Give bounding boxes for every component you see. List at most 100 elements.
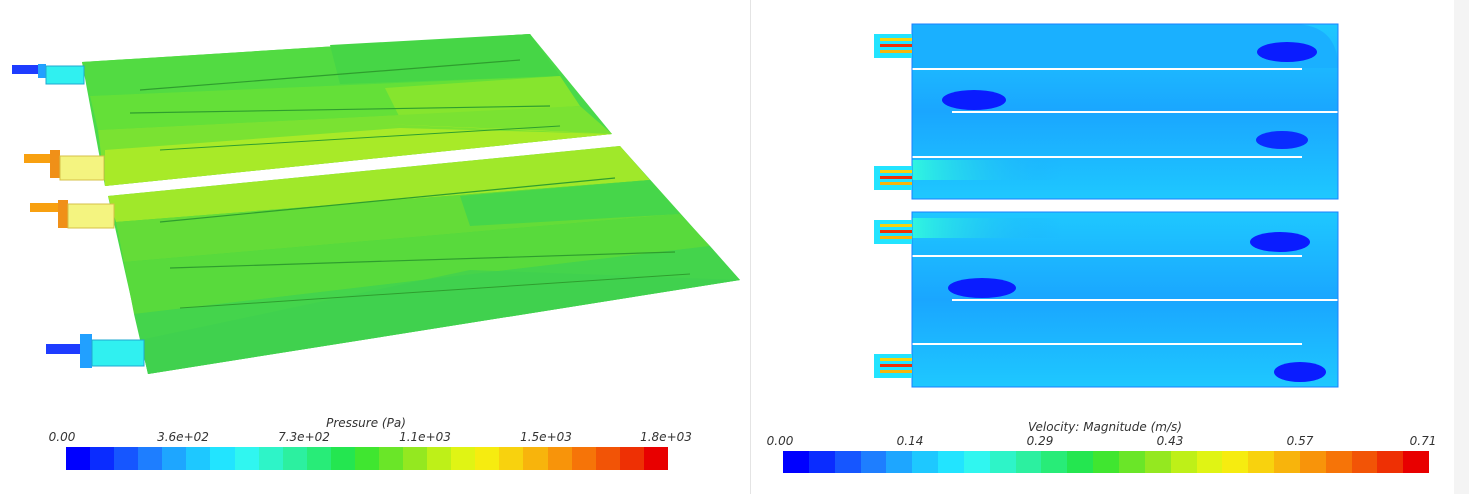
colorbar-swatch [234, 447, 259, 470]
colorbar-swatch [162, 447, 187, 470]
lower-plate-band [124, 214, 710, 314]
colorbar-swatch [330, 447, 355, 470]
colorbar-swatch [989, 451, 1016, 473]
colorbar-swatch [1118, 451, 1145, 473]
colorbar-swatch [138, 447, 163, 470]
upper-plate-band [380, 124, 612, 134]
upper-plate-band [105, 128, 612, 186]
colorbar-swatch [886, 451, 913, 473]
colorbar-swatch [912, 451, 939, 473]
domain-outline [911, 211, 1339, 388]
colorbar-swatch [1403, 451, 1430, 473]
colorbar-swatch [1067, 451, 1094, 473]
colorbar-tick: 3.6e+02 [157, 430, 209, 444]
colorbar-swatch [619, 447, 644, 470]
velocity-contour-render [874, 23, 1339, 388]
colorbar-swatch [547, 447, 572, 470]
colorbar-swatch [963, 451, 990, 473]
colorbar-tick: 0.00 [48, 430, 76, 444]
colorbar-tick: 0.57 [1286, 434, 1314, 448]
colorbar-swatch [834, 451, 861, 473]
colorbar-swatch [282, 447, 307, 470]
channel-wall [179, 273, 691, 309]
colorbar-swatch [1093, 451, 1119, 473]
colorbar-swatch [499, 447, 524, 470]
inlet-manifold-lower [30, 200, 115, 229]
colorbar-swatch [783, 451, 809, 473]
colorbar-swatch [1041, 451, 1068, 473]
velocity-panel: Velocity: Magnitude (m/s) 0.00 0.14 0.29… [752, 0, 1452, 494]
inlet-jet [912, 160, 1062, 180]
lower-plate-band [140, 270, 740, 374]
outlet-manifold-bottom [46, 334, 145, 368]
colorbar-swatch [1248, 451, 1275, 473]
channel-wall [169, 251, 676, 269]
channel-separator [912, 68, 1302, 70]
colorbar-swatch [938, 451, 964, 473]
colorbar-tick: 1.8e+03 [640, 430, 692, 444]
colorbar-swatch [1144, 451, 1171, 473]
colorbar-swatch [1377, 451, 1404, 473]
colorbar-swatch [523, 447, 548, 470]
outlet-manifold-top [12, 64, 85, 85]
panel-divider [750, 0, 751, 494]
recirculation-zone [1274, 362, 1326, 382]
colorbar-swatch [1170, 451, 1197, 473]
colorbar-swatch [258, 447, 283, 470]
colorbar-swatch [860, 451, 887, 473]
colorbar-swatch [186, 447, 211, 470]
colorbar-tick: 1.1e+03 [399, 430, 451, 444]
colorbar-swatch [379, 447, 404, 470]
manifold-bottom [874, 354, 912, 378]
colorbar-tick: 1.5e+03 [520, 430, 572, 444]
lower-plate-band [108, 146, 650, 222]
recirculation-zone [1250, 232, 1310, 252]
serpentine-channel [912, 24, 1338, 68]
colorbar-swatch [66, 447, 91, 470]
window-edge [1454, 0, 1469, 494]
channel-wall [129, 105, 551, 114]
colorbar-swatch [1274, 451, 1300, 473]
channel-separator [912, 156, 1302, 158]
colorbar-swatch [1222, 451, 1249, 473]
colorbar-tick: 7.3e+02 [278, 430, 330, 444]
colorbar-swatch [451, 447, 476, 470]
colorbar-tick: 0.43 [1156, 434, 1184, 448]
colorbar-swatch [306, 447, 331, 470]
colorbar-title: Velocity: Magnitude (m/s) [1028, 420, 1182, 434]
colorbar-swatch [1299, 451, 1326, 473]
colorbar-swatch [354, 447, 380, 470]
lower-plate-band [460, 180, 680, 226]
manifold-upper-inlet [874, 166, 912, 190]
colorbar-title: Pressure (Pa) [326, 416, 406, 430]
colorbar-swatch [1351, 451, 1378, 473]
colorbar-swatch [1015, 451, 1042, 473]
channel-wall [139, 59, 521, 91]
recirculation-zone [1256, 131, 1308, 149]
channel-wall [159, 125, 561, 151]
domain-outline [911, 23, 1339, 200]
channel-wall [159, 177, 616, 223]
pressure-colorbar [66, 447, 668, 470]
pressure-contour-render [12, 34, 740, 374]
colorbar-tick: 0.29 [1026, 434, 1054, 448]
colorbar-tick: 0.00 [766, 434, 794, 448]
channel-separator [912, 255, 1302, 257]
colorbar-tick: 0.14 [896, 434, 924, 448]
colorbar-swatch [475, 447, 500, 470]
colorbar-swatch [595, 447, 620, 470]
colorbar-swatch [403, 447, 428, 470]
inlet-manifold-upper [24, 150, 105, 181]
colorbar-swatch [1196, 451, 1223, 473]
channel-separator [952, 299, 1338, 301]
colorbar-swatch [1325, 451, 1352, 473]
velocity-colorbar [783, 451, 1430, 473]
pressure-panel: Pressure (Pa) 0.00 3.6e+02 7.3e+02 1.1e+… [12, 34, 740, 470]
colorbar-tick: 0.71 [1409, 434, 1437, 448]
recirculation-zone [1257, 42, 1317, 62]
channel-separator [952, 111, 1338, 113]
upper-plate-band [330, 34, 560, 84]
recirculation-zone [942, 90, 1006, 110]
recirculation-zone [948, 278, 1016, 298]
colorbar-swatch [643, 447, 668, 470]
